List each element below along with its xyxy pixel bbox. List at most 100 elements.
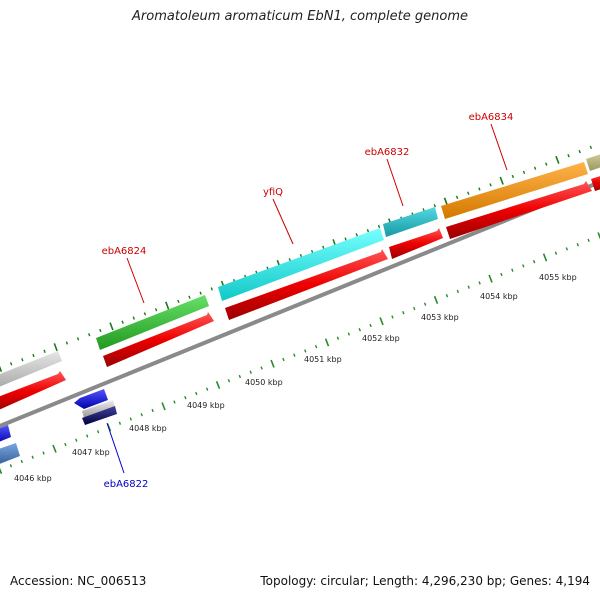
minor-tick <box>511 268 514 272</box>
reverse-gene-track <box>0 389 117 466</box>
minor-tick <box>355 233 358 237</box>
minor-tick <box>522 170 526 175</box>
minor-tick <box>249 370 252 374</box>
minor-tick <box>132 316 135 320</box>
cds-arrow[interactable] <box>103 312 214 367</box>
major-tick <box>165 301 170 310</box>
minor-tick <box>293 353 296 357</box>
major-tick <box>53 343 58 352</box>
major-tick <box>433 295 439 304</box>
cds-arrow[interactable] <box>591 173 600 191</box>
major-tick <box>161 402 166 411</box>
gene-navy-block[interactable] <box>82 406 117 425</box>
cds-arrow[interactable] <box>0 371 66 412</box>
minor-tick <box>423 302 427 306</box>
scale-label: 4053 kbp <box>421 313 459 322</box>
cds-arrow[interactable] <box>389 228 443 259</box>
gene-gray-block[interactable] <box>0 351 62 389</box>
major-tick <box>52 444 57 453</box>
minor-tick <box>32 353 35 358</box>
scale-label: 4050 kbp <box>245 378 283 387</box>
minor-tick <box>188 295 191 299</box>
minor-tick <box>576 243 579 247</box>
cds-arrow[interactable] <box>446 181 592 239</box>
minor-tick <box>199 291 202 295</box>
minor-tick <box>75 438 78 442</box>
minor-tick <box>260 366 263 370</box>
minor-tick <box>402 311 405 315</box>
major-tick <box>0 467 3 475</box>
minor-tick <box>129 417 132 421</box>
gene-label-yfiQ[interactable]: yfiQ <box>263 187 283 198</box>
major-tick <box>443 197 449 206</box>
minor-tick <box>154 308 158 312</box>
gene-orange-block[interactable] <box>441 162 588 219</box>
scale-labels: 4046 kbp 4047 kbp 4048 kbp 4049 kbp 4050… <box>14 273 577 483</box>
minor-tick <box>96 430 100 434</box>
map-title: Aromatoleum aromaticum EbN1, complete ge… <box>132 9 468 24</box>
minor-tick <box>369 323 372 328</box>
gene-label-ebA6824[interactable]: ebA6824 <box>102 246 147 257</box>
minor-tick <box>578 149 581 154</box>
minor-tick <box>500 272 503 277</box>
minor-tick <box>121 320 124 324</box>
minor-tick <box>532 260 536 264</box>
minor-tick <box>478 187 481 191</box>
minor-tick <box>366 228 370 233</box>
major-tick <box>379 317 384 326</box>
minor-tick <box>31 455 34 459</box>
minor-tick <box>304 349 307 353</box>
major-tick <box>109 322 114 331</box>
minor-tick <box>587 238 590 243</box>
gene-green-block[interactable] <box>96 295 209 350</box>
accession-text: Accession: NC_006513 <box>10 574 147 588</box>
gene-leader-lines <box>106 123 508 474</box>
minor-tick <box>545 162 548 166</box>
minor-tick <box>184 396 187 400</box>
major-tick <box>542 253 548 262</box>
gene-label-ebA6832[interactable]: ebA6832 <box>365 147 410 158</box>
minor-tick <box>565 247 569 251</box>
gene-teal-block[interactable] <box>383 207 438 237</box>
minor-tick <box>65 341 69 345</box>
gene-cyan-block[interactable] <box>218 228 384 301</box>
minor-tick <box>554 251 558 255</box>
minor-tick <box>43 349 46 354</box>
gene-silver-block[interactable] <box>82 400 115 418</box>
minor-tick <box>173 400 176 404</box>
minor-tick <box>511 174 515 179</box>
gene-blue-block[interactable] <box>0 425 11 444</box>
minor-tick <box>589 145 593 150</box>
gene-labels: ebA6824 yfiQ ebA6832 ebA6834 ebA6822 <box>102 112 514 490</box>
gene-label-ebA6822[interactable]: ebA6822 <box>104 479 149 490</box>
scale-label: 4052 kbp <box>362 334 400 343</box>
cds-arrow[interactable] <box>225 249 388 320</box>
minor-tick <box>445 294 449 298</box>
minor-tick <box>344 237 347 241</box>
gene-steel-block[interactable] <box>0 443 20 466</box>
major-tick <box>324 338 330 347</box>
minor-tick <box>358 328 361 332</box>
scale-label: 4048 kbp <box>129 424 167 433</box>
minor-tick <box>9 464 13 468</box>
leader-line <box>490 123 508 171</box>
minor-tick <box>299 253 303 258</box>
minor-tick <box>377 224 381 229</box>
minor-tick <box>489 183 492 187</box>
minor-tick <box>455 195 459 200</box>
major-tick <box>499 176 504 185</box>
minor-tick <box>76 337 80 341</box>
minor-tick <box>42 451 45 455</box>
minor-tick <box>567 154 570 158</box>
minor-tick <box>64 442 67 447</box>
gene-olive-block[interactable] <box>586 151 600 171</box>
minor-tick <box>205 387 209 391</box>
leader-line <box>272 198 294 245</box>
gene-label-ebA6834[interactable]: ebA6834 <box>469 112 514 123</box>
scale-label: 4054 kbp <box>480 292 518 301</box>
minor-tick <box>20 459 23 464</box>
scale-label: 4046 kbp <box>14 474 52 483</box>
scale-label: 4049 kbp <box>187 401 225 410</box>
gene-blue-arrow[interactable] <box>74 389 108 409</box>
minor-tick <box>151 408 154 413</box>
